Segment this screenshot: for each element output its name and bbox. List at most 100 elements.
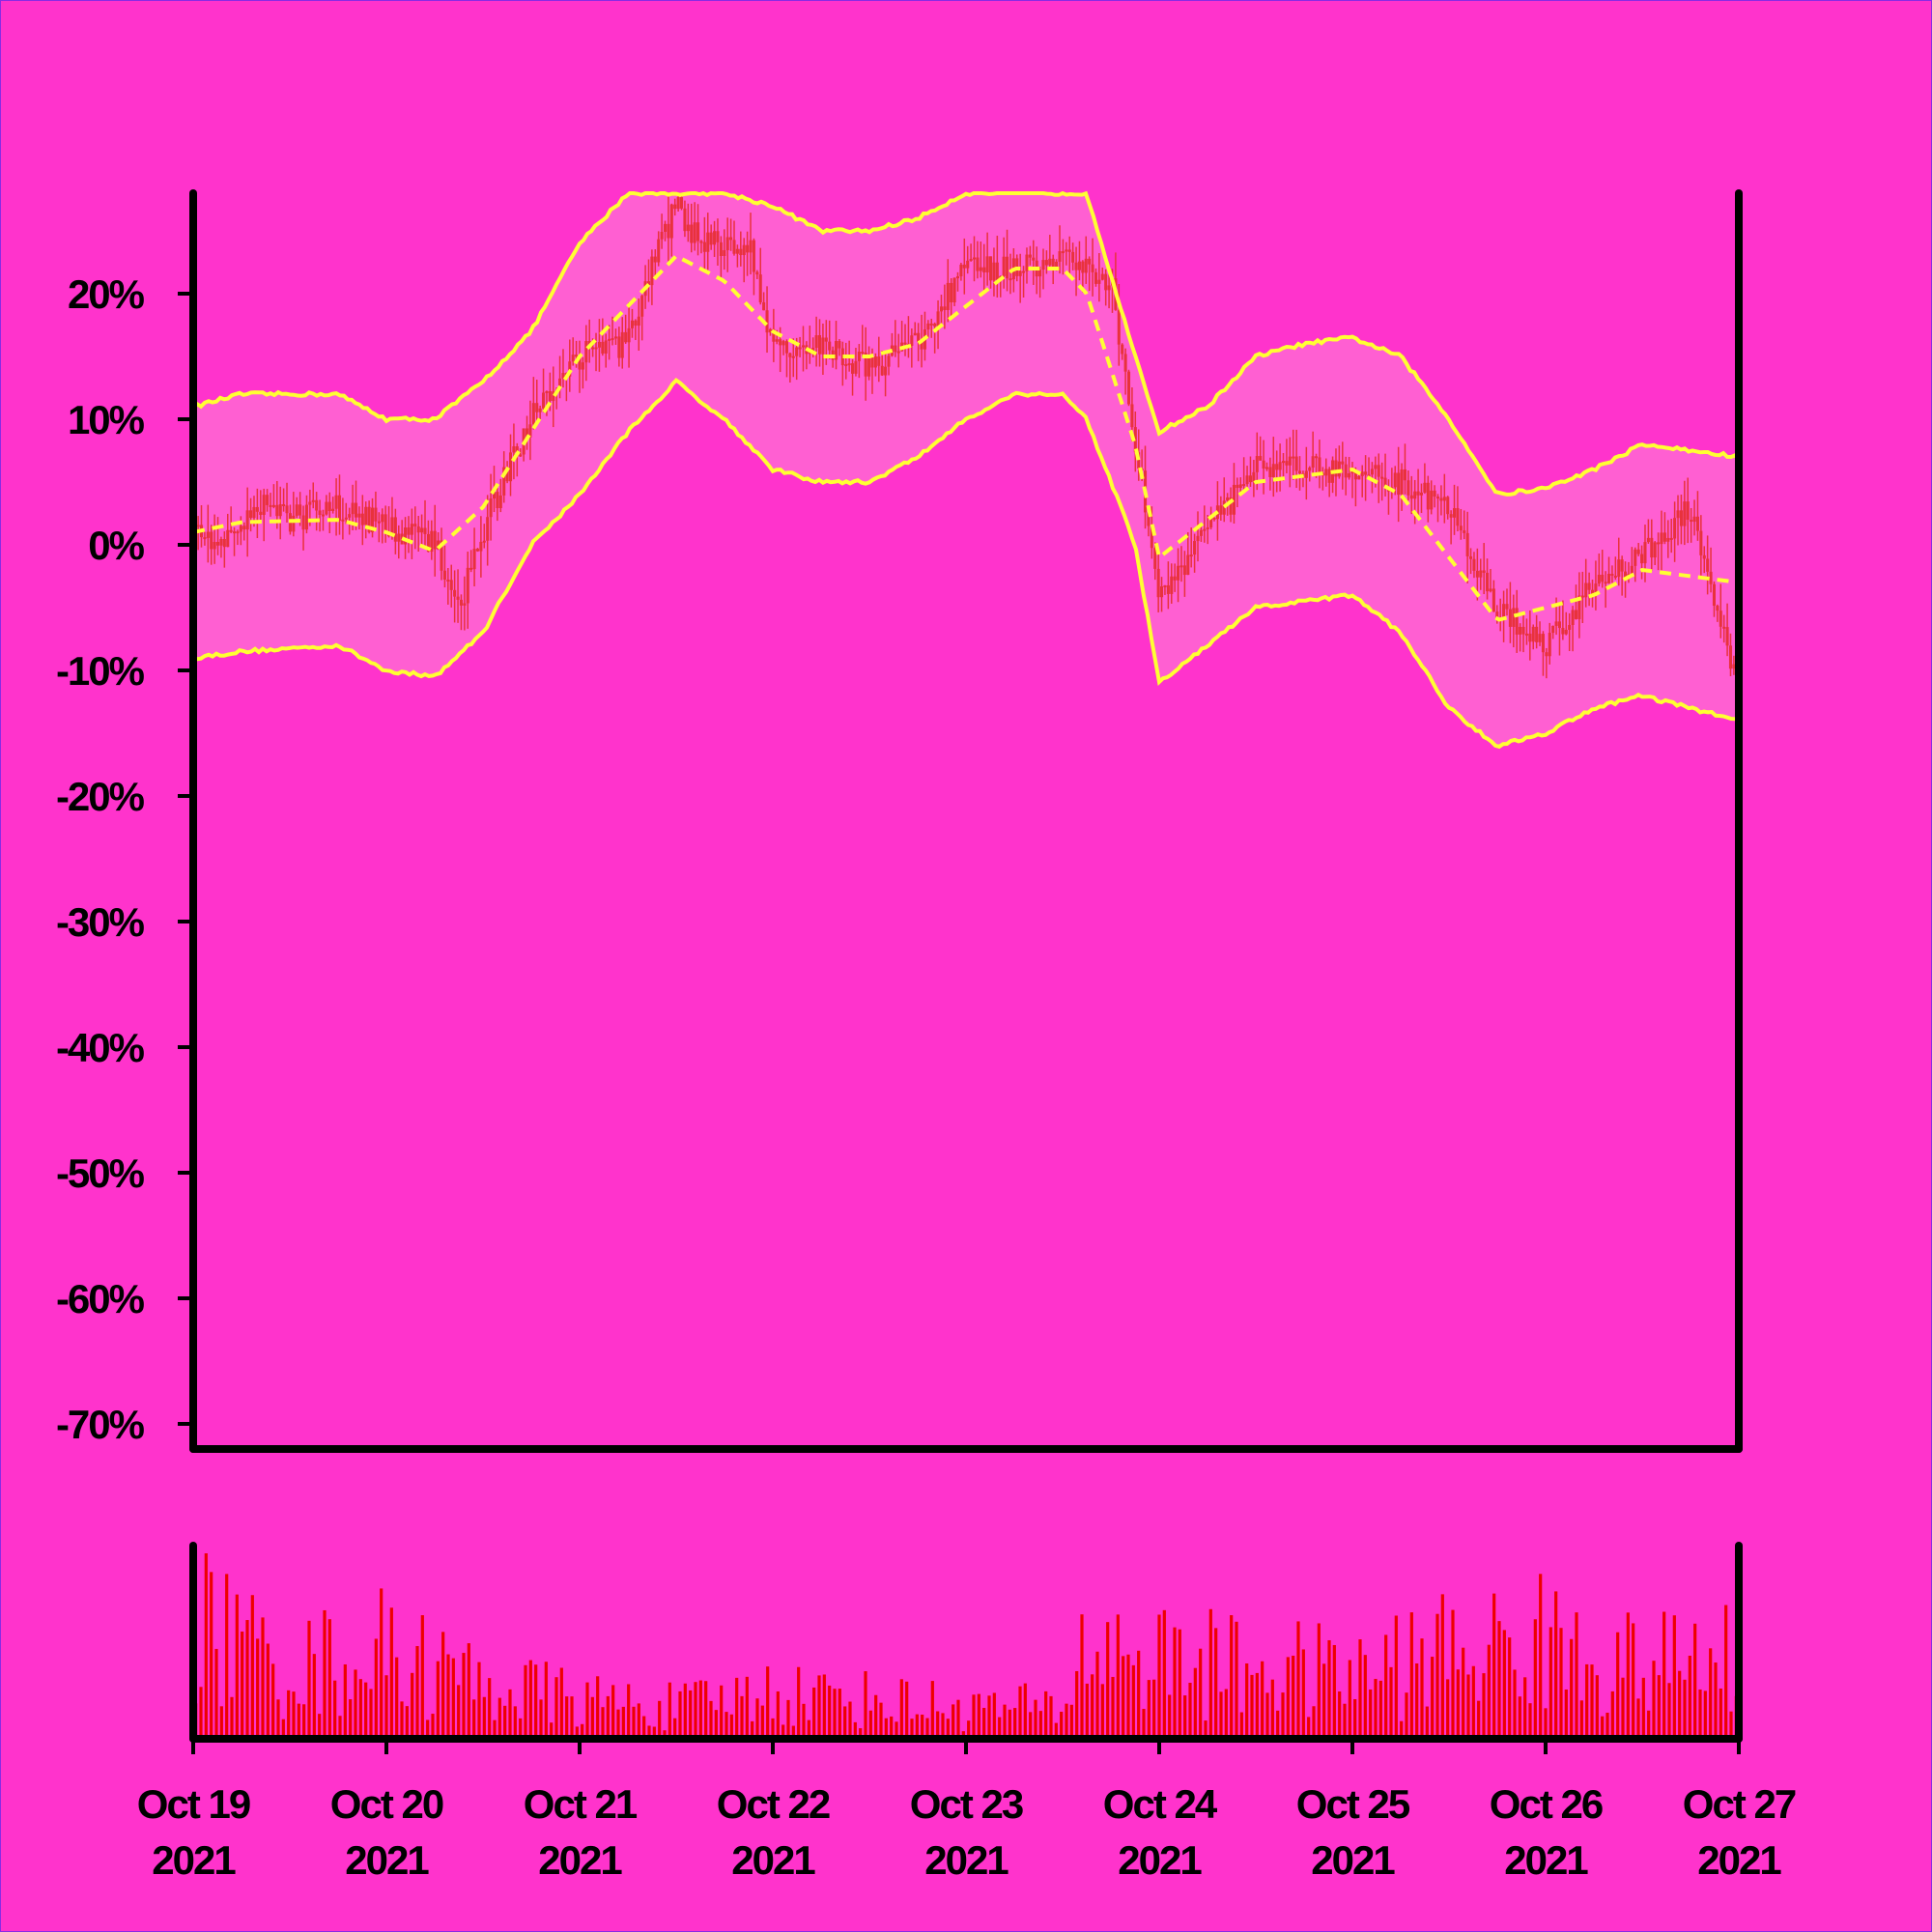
volume-bar — [946, 1719, 950, 1739]
candle-body — [1545, 652, 1548, 657]
candle-body — [1088, 258, 1092, 265]
volume-bar — [828, 1685, 832, 1739]
volume-bar — [1400, 1720, 1404, 1739]
volume-bar — [1173, 1627, 1177, 1739]
volume-bar — [199, 1687, 203, 1739]
volume-bar — [534, 1664, 538, 1739]
candle-body — [489, 498, 493, 518]
volume-bar — [581, 1723, 584, 1739]
volume-bar — [1693, 1623, 1697, 1739]
volume-bar — [1394, 1615, 1398, 1739]
candle-body — [1117, 309, 1121, 345]
candle-body — [976, 257, 980, 271]
volume-bar — [343, 1663, 347, 1739]
candle-body — [1650, 537, 1654, 558]
candle-body — [709, 232, 713, 245]
candle-body — [861, 352, 865, 355]
candle-body — [824, 337, 828, 342]
candle-body — [811, 348, 815, 351]
candle-body — [308, 501, 312, 505]
candle-body — [725, 237, 729, 251]
candle-body — [650, 256, 654, 286]
candle-body — [1568, 624, 1572, 630]
volume-bar — [956, 1699, 960, 1739]
candle-body — [627, 327, 631, 343]
candle-body — [1419, 492, 1424, 496]
candle-body — [732, 240, 736, 254]
volume-bar — [1111, 1676, 1115, 1739]
candle-body — [781, 341, 785, 346]
volume-bar — [1157, 1614, 1161, 1739]
candle-body — [1182, 565, 1186, 576]
candle-body — [1262, 460, 1265, 469]
volume-bar — [874, 1694, 878, 1739]
candle-body — [1107, 285, 1111, 291]
candle-body — [952, 277, 956, 303]
volume-bar — [327, 1619, 331, 1739]
candle-body — [354, 502, 358, 518]
candle-body — [784, 341, 788, 354]
volume-bar — [358, 1679, 362, 1739]
x-tick-label-date: Oct 27 — [1683, 1781, 1796, 1827]
candle-body — [735, 248, 739, 254]
candle-body — [482, 540, 486, 543]
candle-body — [1081, 261, 1085, 273]
candle-body — [867, 355, 871, 377]
candle-body — [716, 231, 720, 242]
candle-body — [1179, 565, 1183, 568]
candle-body — [706, 232, 710, 252]
candle-body — [397, 533, 401, 542]
candle-body — [315, 499, 319, 511]
volume-bar — [554, 1677, 558, 1739]
candle-body — [1123, 354, 1127, 372]
candle-body — [713, 231, 717, 245]
volume-bar — [838, 1689, 841, 1739]
volume-bar — [930, 1681, 934, 1739]
candle-body — [1541, 634, 1545, 653]
candle-body — [558, 378, 562, 390]
candle-body — [545, 390, 549, 393]
volume-bar — [1250, 1674, 1254, 1739]
candle-body — [1442, 497, 1446, 501]
candle-body — [374, 507, 378, 522]
volume-bar — [755, 1698, 759, 1739]
candle-body — [472, 549, 476, 570]
candle-body — [475, 549, 479, 552]
candle-body — [1327, 469, 1331, 483]
candle-body — [213, 541, 216, 550]
volume-bar — [307, 1620, 311, 1739]
candle-body — [1508, 609, 1512, 627]
candle-body — [690, 224, 694, 243]
candle-body — [657, 239, 661, 263]
volume-bar — [864, 1671, 867, 1739]
candle-body — [1643, 542, 1647, 564]
volume-bar — [241, 1631, 244, 1739]
candle-body — [377, 521, 381, 524]
candle-body — [1577, 595, 1581, 619]
candle-body — [719, 242, 723, 256]
candle-body — [1304, 470, 1308, 478]
candle-body — [1492, 588, 1495, 612]
candle-body — [1686, 501, 1690, 521]
candle-body — [660, 231, 664, 240]
volume-bar — [1610, 1690, 1614, 1739]
x-tick-label-date: Oct 25 — [1296, 1781, 1410, 1827]
y-tick-label: -50% — [56, 1151, 145, 1196]
candle-body — [337, 495, 342, 521]
candle-body — [913, 332, 917, 336]
candle-body — [795, 347, 799, 356]
candle-body — [357, 513, 361, 518]
volume-bar — [1477, 1700, 1481, 1739]
candle-body — [325, 501, 328, 515]
volume-bar — [1065, 1703, 1068, 1739]
candle-body — [1548, 633, 1551, 657]
y-axis-ticks: 20% 10% 0% -10% -20% -30% -40% -50% -60% -70% — [56, 271, 193, 1447]
volume-bar — [1296, 1621, 1300, 1739]
volume-bar — [1518, 1696, 1521, 1739]
volume-bar — [585, 1682, 589, 1739]
candle-body — [420, 527, 424, 533]
candle-body — [1130, 404, 1134, 428]
candle-body — [1324, 469, 1328, 476]
candle-body — [1426, 482, 1430, 510]
volume-bar — [519, 1718, 523, 1739]
